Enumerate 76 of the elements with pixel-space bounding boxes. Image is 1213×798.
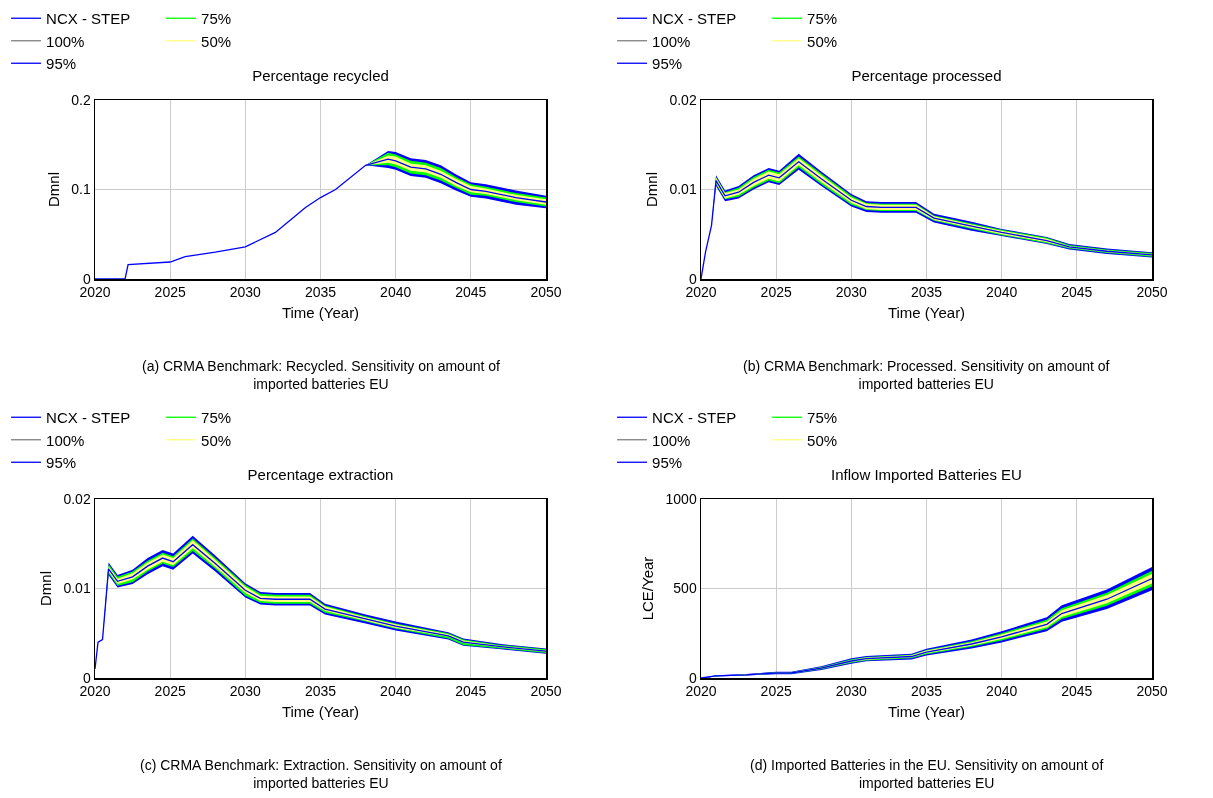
legend-label: 50%: [201, 32, 232, 50]
x-tick-label: 2040: [986, 284, 1018, 301]
legend-label: NCX - STEP: [652, 10, 737, 28]
text: (d) Imported Batteries in the EU. Sensitivity on amount of imported batteries EU: [750, 757, 1104, 792]
x-tick-label: 2030: [229, 284, 262, 301]
x-tick-label: 2050: [530, 284, 562, 301]
y-tick-label: 0.02: [669, 91, 697, 108]
chart-title: Inflow Imported Batteries EU: [831, 466, 1022, 484]
y-tick-label: 1000: [665, 490, 697, 507]
legend-label: 100%: [46, 431, 85, 449]
x-tick-label: 2035: [910, 284, 943, 301]
x-tick-label: 2045: [455, 683, 487, 700]
x-axis-title: Time (Year): [281, 703, 360, 721]
legend-label: 50%: [807, 32, 838, 50]
x-tick-label: 2035: [910, 683, 943, 700]
x-tick-label: 2045: [455, 284, 487, 301]
x-tick-label: 2030: [835, 284, 868, 301]
legend-label: 95%: [46, 55, 77, 73]
legend-label: 75%: [807, 10, 838, 28]
legend-label: NCX - STEP: [46, 10, 131, 28]
x-tick-label: 2035: [304, 683, 337, 700]
chart-title: Percentage recycled: [252, 67, 389, 85]
y-tick-label: 0.01: [63, 580, 91, 597]
legend-label: NCX - STEP: [652, 409, 737, 427]
x-tick-label: 2040: [380, 284, 412, 301]
x-tick-label: 2025: [154, 683, 186, 700]
legend-label: 100%: [652, 431, 691, 449]
x-tick-label: 2025: [760, 284, 792, 301]
y-tick-label: 0: [688, 669, 697, 686]
chart-title: Percentage extraction: [247, 466, 394, 484]
legend-label: 50%: [807, 431, 838, 449]
legend-label: NCX - STEP: [46, 409, 131, 427]
y-axis-title: Dmnl: [36, 570, 54, 607]
y-axis-title: Dmnl: [44, 171, 62, 208]
x-tick-label: 2020: [685, 683, 717, 700]
legend-label: 100%: [652, 32, 691, 50]
legend-label: 75%: [807, 409, 838, 427]
x-tick-label: 2035: [304, 284, 337, 301]
x-tick-label: 2045: [1061, 284, 1093, 301]
x-axis-title: Time (Year): [887, 703, 966, 721]
x-tick-label: 2025: [760, 683, 792, 700]
text: (c) CRMA Benchmark: Extraction. Sensitivity on amount of imported batteries EU: [140, 757, 502, 792]
y-tick-label: 500: [673, 580, 697, 597]
x-tick-label: 2030: [229, 683, 262, 700]
x-axis-title: Time (Year): [281, 304, 360, 322]
x-tick-label: 2020: [79, 683, 111, 700]
y-tick-label: 0: [688, 270, 697, 287]
y-tick-label: 0.2: [71, 91, 91, 108]
y-tick-label: 0.02: [63, 490, 91, 507]
text: (a) CRMA Benchmark: Recycled. Sensitivity on amount of imported batteries EU: [142, 358, 501, 393]
legend-label: 75%: [201, 409, 232, 427]
y-tick-label: 0.1: [71, 181, 91, 198]
legend-label: 75%: [201, 10, 232, 28]
x-tick-label: 2050: [530, 683, 562, 700]
x-tick-label: 2030: [835, 683, 868, 700]
x-tick-label: 2020: [685, 284, 717, 301]
legend-label: 95%: [652, 454, 683, 472]
x-tick-label: 2050: [1136, 683, 1168, 700]
chart-title: Percentage processed: [851, 67, 1002, 85]
x-axis-title: Time (Year): [887, 304, 966, 322]
y-axis-title: LCE/Year: [639, 556, 657, 621]
y-tick-label: 0: [82, 270, 91, 287]
text: (b) CRMA Benchmark: Processed. Sensitivity on amount of imported batteries EU: [743, 358, 1110, 393]
x-tick-label: 2020: [79, 284, 111, 301]
legend-label: 50%: [201, 431, 232, 449]
x-tick-label: 2040: [380, 683, 412, 700]
x-tick-label: 2045: [1061, 683, 1093, 700]
x-tick-label: 2050: [1136, 284, 1168, 301]
x-tick-label: 2040: [986, 683, 1018, 700]
y-tick-label: 0.01: [669, 181, 697, 198]
x-tick-label: 2025: [154, 284, 186, 301]
y-tick-label: 0: [82, 669, 91, 686]
legend-label: 95%: [652, 55, 683, 73]
legend-label: 95%: [46, 454, 77, 472]
y-axis-title: Dmnl: [642, 171, 660, 208]
legend-label: 100%: [46, 32, 85, 50]
